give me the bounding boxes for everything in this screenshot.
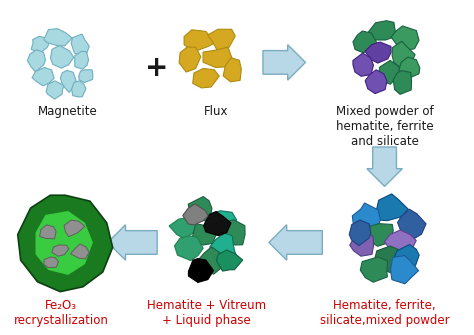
Text: Flux: Flux	[204, 105, 229, 118]
Polygon shape	[169, 218, 197, 239]
Polygon shape	[225, 220, 245, 245]
Polygon shape	[36, 211, 93, 275]
Polygon shape	[350, 231, 374, 256]
Polygon shape	[360, 257, 388, 282]
Polygon shape	[269, 225, 322, 260]
Polygon shape	[199, 247, 222, 274]
Polygon shape	[353, 53, 374, 76]
Polygon shape	[223, 58, 241, 82]
Polygon shape	[203, 47, 232, 67]
Polygon shape	[179, 47, 201, 72]
Polygon shape	[203, 211, 231, 236]
Polygon shape	[384, 230, 416, 258]
Polygon shape	[46, 81, 64, 99]
Text: Hematite + Vitreum
+ Liquid phase: Hematite + Vitreum + Liquid phase	[147, 298, 266, 327]
Polygon shape	[32, 67, 54, 86]
Text: Hematite, ferrite,
silicate,mixed powder: Hematite, ferrite, silicate,mixed powder	[320, 298, 449, 327]
Polygon shape	[353, 31, 377, 53]
Polygon shape	[364, 224, 393, 246]
Polygon shape	[188, 259, 213, 282]
Polygon shape	[374, 246, 405, 273]
Polygon shape	[52, 245, 69, 256]
Polygon shape	[71, 244, 89, 259]
Polygon shape	[367, 147, 402, 186]
Polygon shape	[79, 70, 93, 83]
Polygon shape	[349, 220, 371, 246]
Polygon shape	[44, 257, 59, 268]
Polygon shape	[379, 60, 403, 84]
Polygon shape	[217, 250, 243, 271]
Polygon shape	[365, 70, 387, 93]
Polygon shape	[210, 233, 236, 258]
Polygon shape	[263, 45, 305, 80]
Polygon shape	[391, 26, 419, 52]
Polygon shape	[192, 224, 216, 245]
Polygon shape	[64, 220, 85, 237]
Polygon shape	[51, 46, 73, 68]
Text: Mixed powder of
hematite, ferrite
and silicate: Mixed powder of hematite, ferrite and si…	[336, 105, 433, 148]
Polygon shape	[18, 195, 113, 292]
Polygon shape	[399, 57, 420, 79]
Polygon shape	[183, 204, 208, 225]
Polygon shape	[376, 194, 408, 221]
Polygon shape	[174, 236, 203, 261]
Polygon shape	[184, 30, 215, 52]
Polygon shape	[72, 81, 86, 97]
Polygon shape	[393, 71, 411, 94]
Polygon shape	[71, 34, 89, 55]
Polygon shape	[365, 42, 391, 63]
Polygon shape	[193, 69, 219, 88]
Polygon shape	[60, 70, 76, 92]
Polygon shape	[40, 225, 56, 239]
Polygon shape	[368, 21, 396, 40]
Polygon shape	[391, 256, 419, 284]
Polygon shape	[31, 37, 49, 53]
Polygon shape	[206, 211, 237, 231]
Text: Magnetite: Magnetite	[38, 105, 98, 118]
Polygon shape	[392, 41, 415, 69]
Polygon shape	[394, 245, 419, 271]
Polygon shape	[108, 225, 157, 260]
Polygon shape	[398, 209, 426, 240]
Polygon shape	[27, 50, 46, 72]
Polygon shape	[75, 51, 89, 69]
Text: Fe₂O₃
recrystallization: Fe₂O₃ recrystallization	[14, 298, 109, 327]
Text: +: +	[146, 54, 169, 82]
Polygon shape	[208, 29, 235, 50]
Polygon shape	[44, 29, 72, 46]
Polygon shape	[188, 197, 212, 221]
Polygon shape	[352, 203, 380, 229]
